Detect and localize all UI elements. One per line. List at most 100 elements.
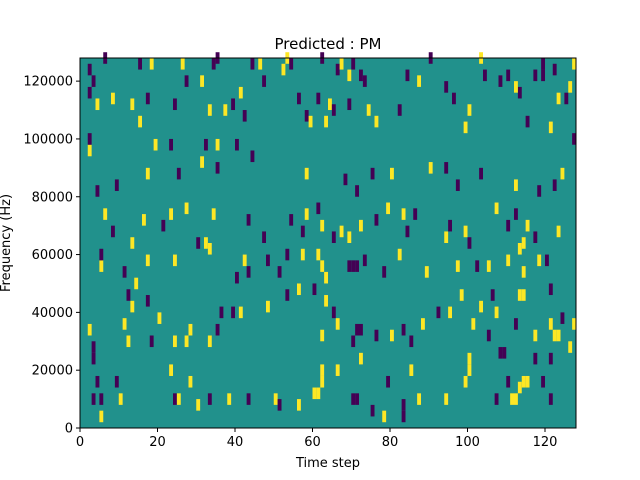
heatmap-cell [211,208,216,220]
heatmap-cell [173,335,177,348]
heatmap-cell [521,266,526,278]
heatmap-cell [207,393,212,405]
heatmap-cell [397,248,402,261]
heatmap-cell [339,225,344,238]
y-tick-label: 60000 [32,248,73,263]
heatmap-cell [517,381,522,394]
heatmap-cell [572,318,577,330]
heatmap-cell [556,92,561,105]
heatmap-cell [114,375,119,388]
heatmap-cell [324,271,329,284]
heatmap-cell [331,231,336,243]
heatmap-cell [355,260,360,272]
heatmap-cell [362,254,367,267]
x-tick-label: 80 [382,435,399,450]
heatmap-cell [351,58,356,70]
heatmap-cell [374,214,379,226]
heatmap-cell [266,300,270,313]
heatmap-cell [552,329,557,342]
heatmap-cell [231,98,236,111]
heatmap-cell [161,219,166,232]
heatmap-cell [316,92,321,105]
heatmap-cell [184,202,189,215]
heatmap-cell [359,352,363,365]
x-axis: 0 20 40 60 80 100 120 [76,428,557,450]
heatmap-cell [289,214,294,226]
heatmap-cell [467,104,472,116]
heatmap-cell [111,225,115,238]
heatmap-cell [506,69,511,82]
heatmap-cell [486,260,491,272]
heatmap-cell [215,162,220,174]
heatmap-cell [200,156,205,168]
heatmap-cell [409,335,414,348]
heatmap-cell [351,393,356,405]
heatmap-cell [215,138,220,151]
y-tick-label: 100000 [23,132,73,147]
heatmap-cell [157,312,162,324]
heatmap-cell [382,410,387,423]
heatmap-cell [401,399,406,411]
heatmap-cell [130,237,135,249]
heatmap-cell [514,81,518,93]
heatmap-cell [455,179,460,191]
heatmap-cell [87,133,92,145]
heatmap-cell [246,214,251,226]
heatmap-cell [370,404,375,417]
heatmap-cell [514,393,518,405]
heatmap-cell [514,318,518,330]
heatmap-cell [436,306,441,319]
heatmap-cell [514,208,518,220]
heatmap-cell [169,208,174,220]
heatmap-cell [91,341,96,353]
heatmap-cell [459,289,464,301]
heatmap-cell [145,92,150,105]
heatmap-cell [207,243,212,255]
x-axis-label: Time step [295,456,360,471]
heatmap-cell [207,104,212,116]
heatmap-cell [347,260,352,272]
heatmap-cell [568,341,573,353]
heatmap-cell [428,162,433,174]
heatmap-cell [95,98,100,111]
heatmap-cell [196,399,201,411]
heatmap-cell [250,58,255,70]
heatmap-cell [300,225,305,238]
heatmap-cell [95,375,100,388]
heatmap-cell [506,219,511,232]
heatmap-cell [277,399,282,411]
heatmap-cell [548,283,553,296]
heatmap-cell [196,237,201,249]
heatmap-cell [568,81,573,93]
heatmap-cell [370,167,375,180]
heatmap-cell [506,375,511,388]
heatmap-cell [138,115,143,128]
heatmap-cell [452,92,456,105]
heatmap-cell [235,271,239,284]
heatmap-cell [417,75,422,87]
heatmap-cell [498,347,503,359]
heatmap-cell [560,167,565,180]
heatmap-cell [142,214,146,226]
heatmap-cell [126,335,131,348]
heatmap-cell [134,277,139,290]
heatmap-cell [180,58,185,70]
heatmap-cell [335,364,340,376]
heatmap-cell [204,138,208,151]
heatmap-cell [533,352,538,365]
heatmap-cell [122,318,127,330]
heatmap-cell [114,179,119,191]
heatmap-cell [405,69,410,82]
heatmap-cell [494,202,499,215]
heatmap-cell [231,306,236,319]
heatmap-cell [273,393,278,405]
heatmap-cell [145,254,150,267]
heatmap-cell [498,75,503,87]
heatmap-cell [401,323,406,336]
y-tick-label: 120000 [23,75,73,90]
heatmap-cell [359,219,363,232]
heatmap-cell [99,410,104,423]
heatmap-cell [207,335,212,348]
heatmap-cell [258,58,263,70]
